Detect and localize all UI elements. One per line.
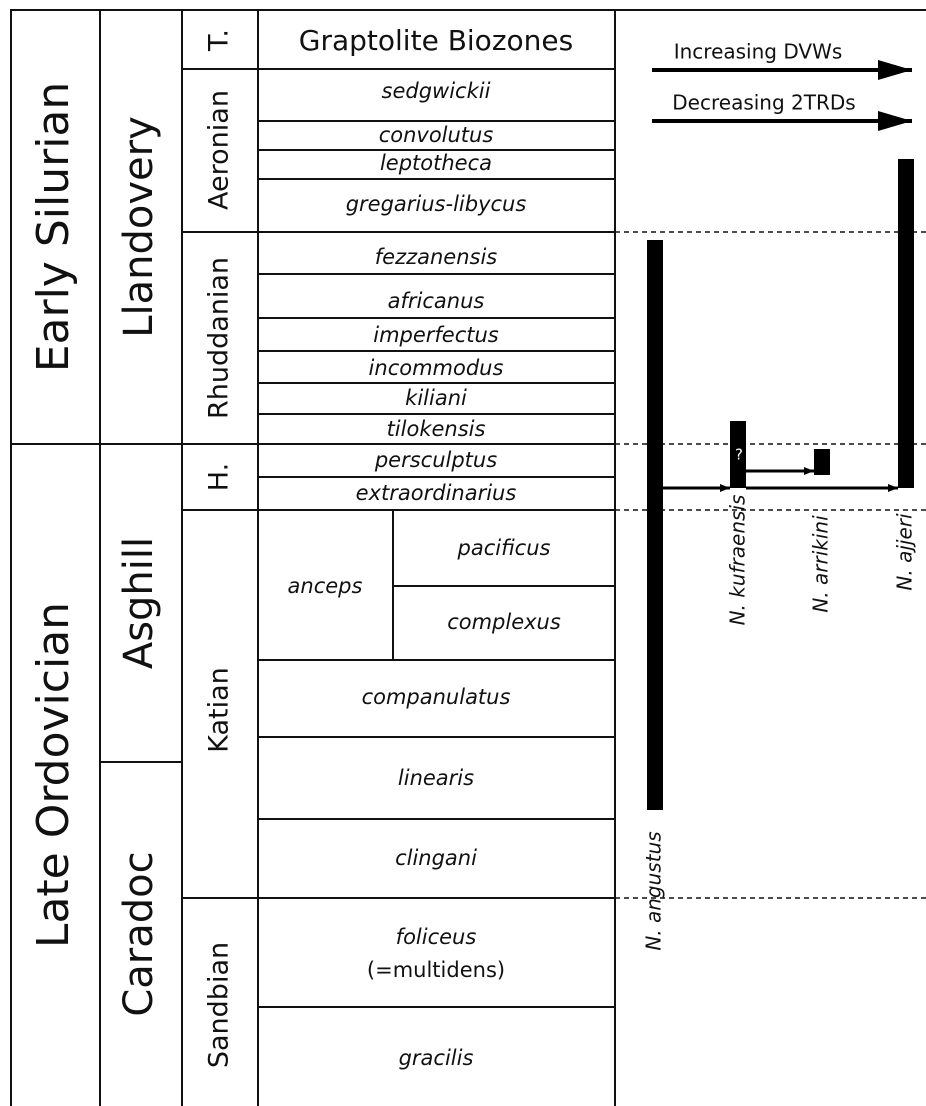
biozone: anceps — [288, 574, 363, 598]
biozone: leptotheca — [380, 151, 492, 175]
taxon-label: N. angustus — [642, 831, 666, 950]
uncertain-mark: ? — [735, 446, 743, 464]
stage-label: Katian — [204, 667, 235, 753]
biozone: fezzanensis — [375, 245, 498, 269]
biozone: companulatus — [362, 685, 511, 709]
biozone: extraordinarius — [356, 481, 517, 505]
biozone: foliceus — [396, 925, 477, 949]
epoch-label: Caradoc — [116, 851, 162, 1016]
epoch-label: Llandovery — [116, 116, 162, 338]
series-label: Early Silurian — [28, 82, 79, 373]
stage-label: Aeronian — [204, 90, 235, 210]
biozone: complexus — [447, 610, 561, 634]
trend-label: Increasing DVWs — [674, 40, 843, 64]
biozone: kiliani — [405, 386, 467, 410]
biozone: linearis — [398, 766, 474, 790]
biozone: incommodus — [369, 356, 504, 380]
biozone: (=multidens) — [367, 958, 505, 982]
taxon-label: N. kufraensis — [726, 495, 750, 626]
stage-label: Rhuddanian — [204, 257, 235, 419]
biozone: pacificus — [457, 536, 551, 560]
trend-label: Decreasing 2TRDs — [672, 91, 855, 115]
series-label: Late Ordovician — [28, 602, 79, 948]
biozone: gregarius-libycus — [346, 192, 527, 216]
stage-label: H. — [204, 463, 235, 491]
biozone: convolutus — [379, 123, 494, 147]
range-bar — [898, 159, 914, 488]
biozone: tilokensis — [387, 417, 486, 441]
biozone: sedgwickii — [382, 79, 491, 103]
taxon-label: N. ajjeri — [893, 513, 917, 591]
range-bar — [730, 421, 746, 488]
epoch-label: Asghill — [116, 537, 162, 669]
stage-label: T. — [204, 29, 235, 52]
taxon-label: N. arrikini — [809, 515, 833, 613]
biozone: clingani — [395, 846, 477, 870]
biozone: africanus — [388, 289, 485, 313]
range-bar — [647, 240, 663, 810]
stage-label: Sandbian — [204, 942, 235, 1068]
range-bar — [814, 449, 830, 475]
biozone: imperfectus — [373, 323, 499, 347]
grid-lines — [10, 9, 926, 1106]
column-header: Graptolite Biozones — [299, 24, 573, 57]
biozone: persculptus — [374, 448, 497, 472]
biozone: gracilis — [399, 1046, 474, 1070]
